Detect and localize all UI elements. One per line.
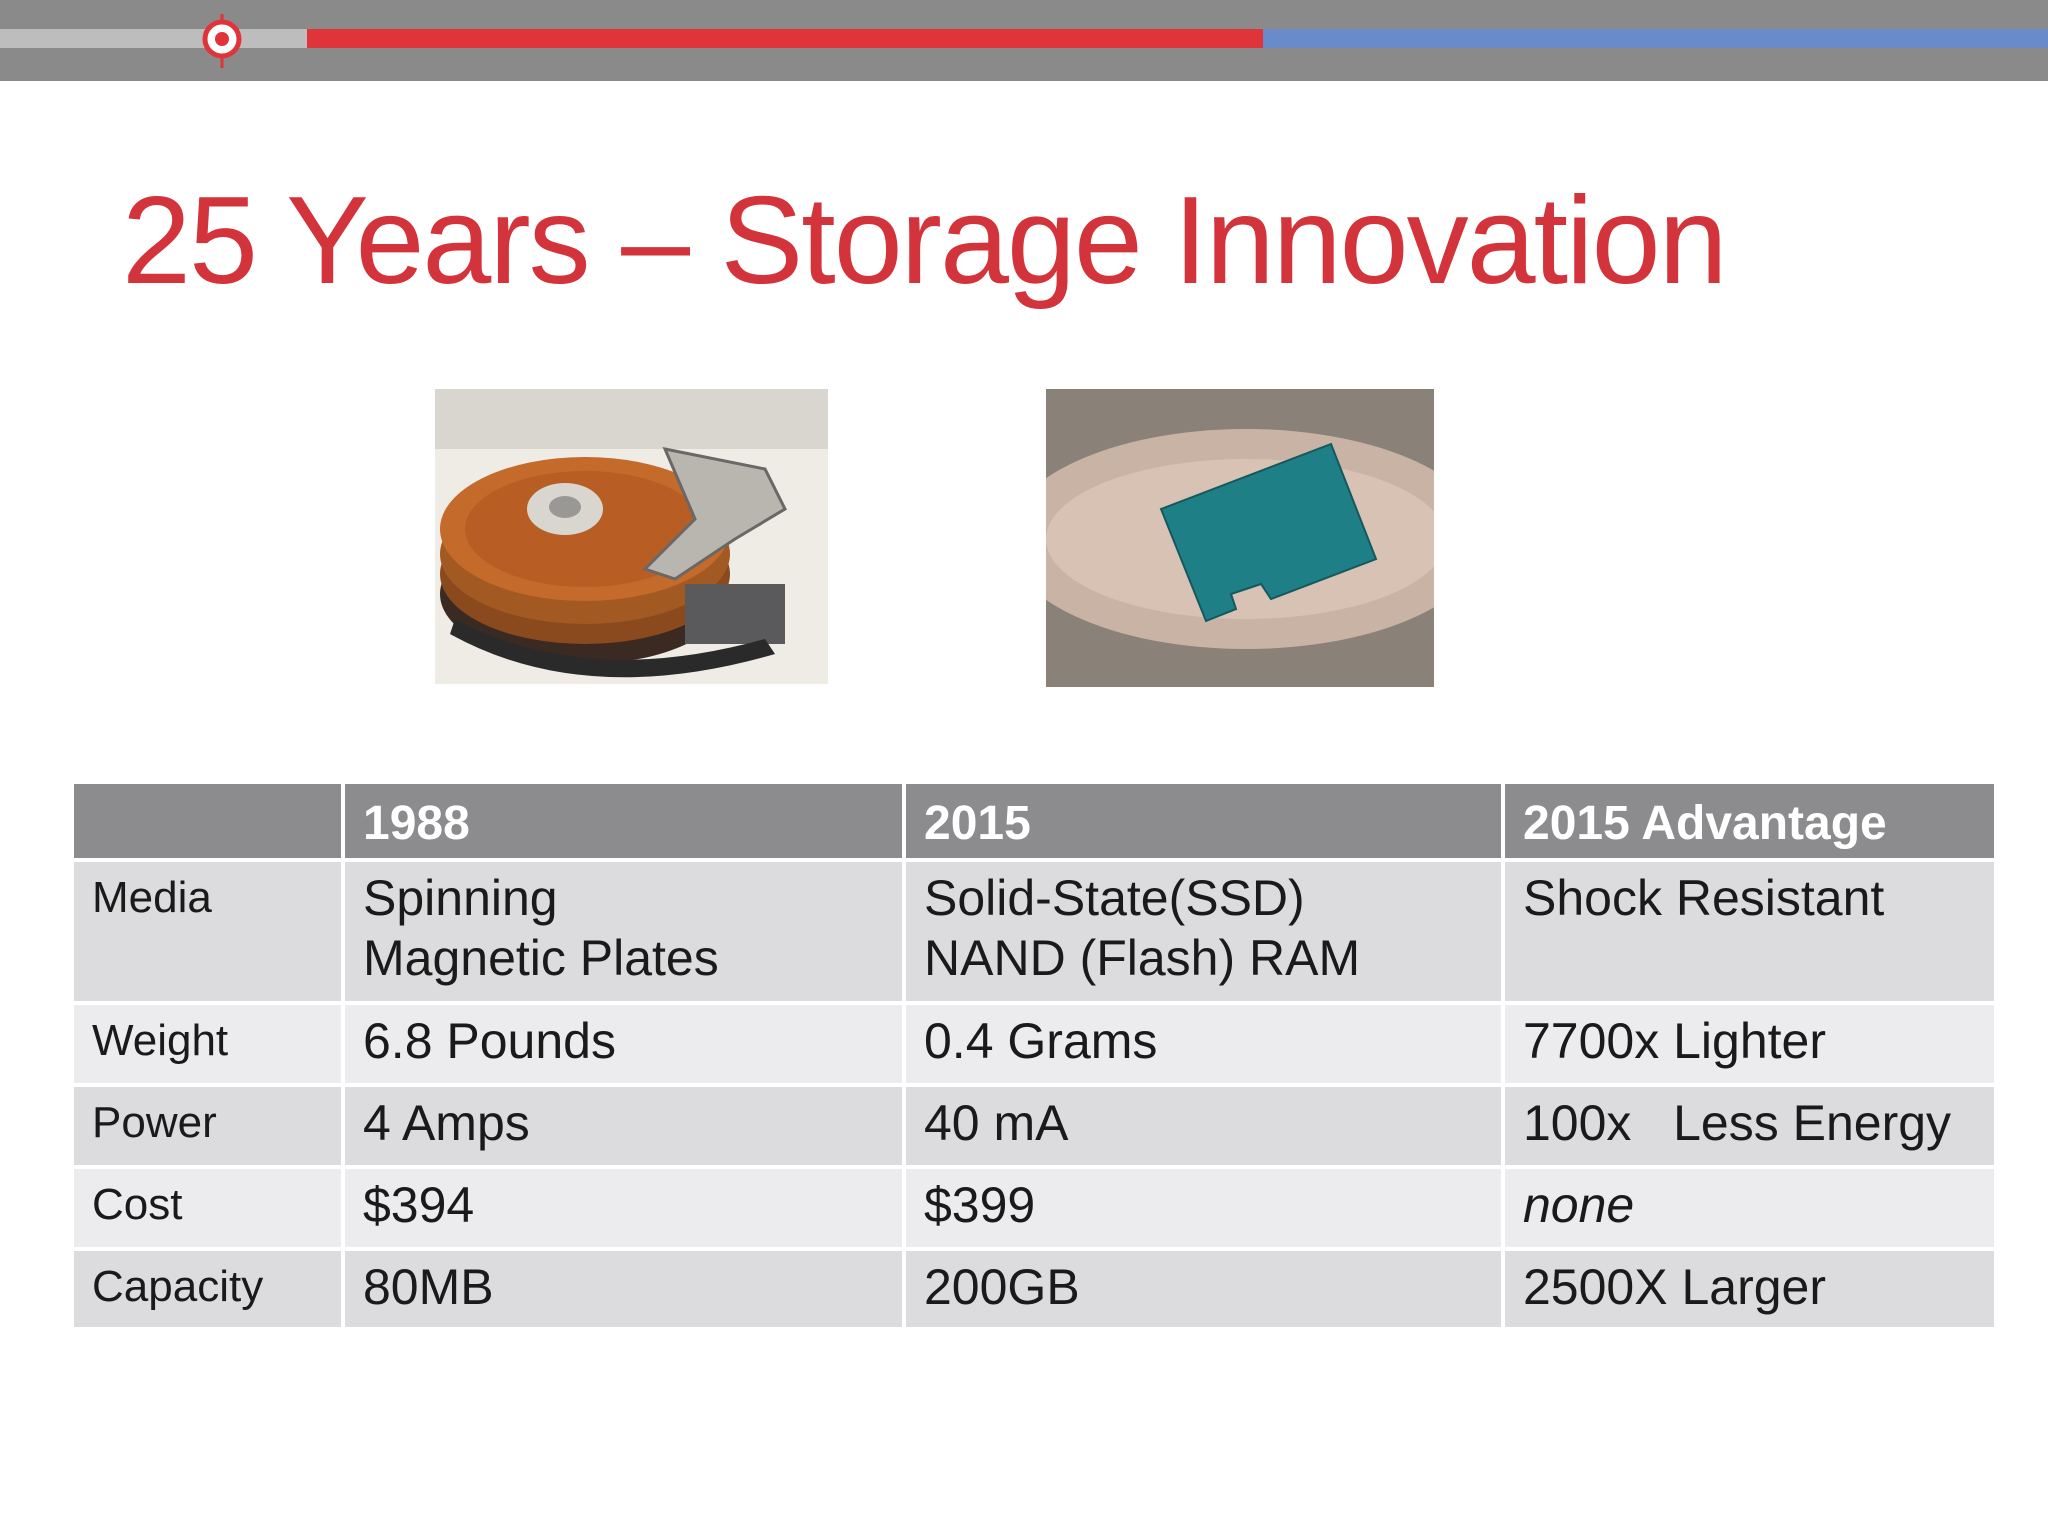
- row-label: Cost: [74, 1165, 345, 1251]
- table-row: Media Spinning Magnetic Plates Solid-Sta…: [74, 858, 1998, 1005]
- cell: 80MB: [341, 1247, 906, 1331]
- table-row: Cost $394 $399 none: [74, 1165, 1998, 1251]
- cell: none: [1501, 1165, 1998, 1251]
- header-row: 1988 2015 2015 Advantage: [74, 780, 1998, 862]
- cell: 6.8 Pounds: [341, 1001, 906, 1087]
- cell: 7700x Lighter: [1501, 1001, 1998, 1087]
- cell: 40 mA: [902, 1083, 1505, 1169]
- cell: 200GB: [902, 1247, 1505, 1331]
- header-cell: 2015: [902, 780, 1505, 862]
- row-label: Media: [74, 858, 345, 1005]
- header-cell: 1988: [341, 780, 906, 862]
- table-row: Power 4 Amps 40 mA 100x Less Energy: [74, 1083, 1998, 1169]
- header-cell: 2015 Advantage: [1501, 780, 1998, 862]
- row-label: Capacity: [74, 1247, 345, 1331]
- sd-card-image: [1046, 389, 1434, 687]
- row-label: Weight: [74, 1001, 345, 1087]
- cell: 100x Less Energy: [1501, 1083, 1998, 1169]
- slide-title: 25 Years – Storage Innovation: [122, 172, 1728, 310]
- table-row: Capacity 80MB 200GB 2500X Larger: [74, 1247, 1998, 1331]
- cell: $399: [902, 1165, 1505, 1251]
- header-cell: [74, 780, 345, 862]
- hard-drive-image: [435, 389, 828, 684]
- table-row: Weight 6.8 Pounds 0.4 Grams 7700x Lighte…: [74, 1001, 1998, 1087]
- cell: $394: [341, 1165, 906, 1251]
- cell: 0.4 Grams: [902, 1001, 1505, 1087]
- row-label: Power: [74, 1083, 345, 1169]
- cell: 2500X Larger: [1501, 1247, 1998, 1331]
- top-bar: [0, 0, 2048, 81]
- cell: Shock Resistant: [1501, 858, 1998, 1005]
- comparison-table: 1988 2015 2015 Advantage Media Spinning …: [74, 780, 1998, 1331]
- cell: 4 Amps: [341, 1083, 906, 1169]
- cell: Spinning Magnetic Plates: [341, 858, 906, 1005]
- cell: Solid-State(SSD) NAND (Flash) RAM: [902, 858, 1505, 1005]
